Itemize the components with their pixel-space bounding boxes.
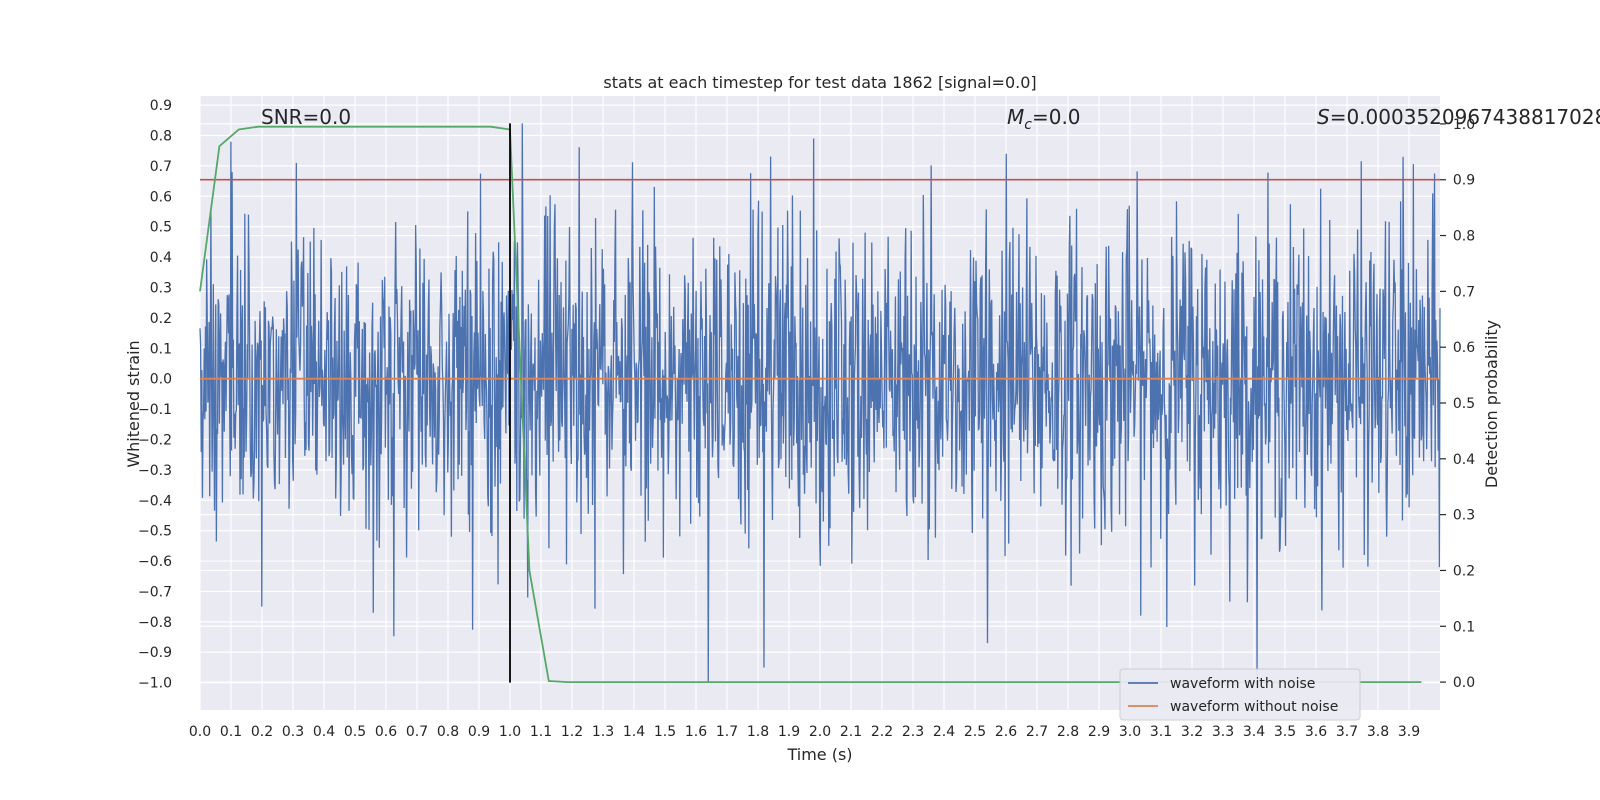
x-axis-label: Time (s) [786, 745, 852, 764]
x-tick-label-38: 3.8 [1367, 724, 1389, 740]
y2-tick-label-10: 0.0 [1453, 675, 1475, 691]
legend-label-clean: waveform without noise [1170, 699, 1338, 715]
x-tick-label-8: 0.8 [437, 724, 459, 740]
x-tick-label-28: 2.8 [1057, 724, 1079, 740]
x-tick-label-0: 0.0 [189, 724, 211, 740]
annotation-mc-subscript: c [1024, 117, 1032, 133]
y2-tick-label-5: 0.5 [1453, 396, 1475, 412]
y-tick-label-6: 0.3 [150, 280, 172, 296]
x-tick-label-9: 0.9 [468, 724, 490, 740]
y2-tick-label-8: 0.2 [1453, 563, 1475, 579]
x-tick-label-29: 2.9 [1088, 724, 1110, 740]
x-tick-label-23: 2.3 [902, 724, 924, 740]
y-tick-label-7: 0.2 [150, 311, 172, 327]
y-tick-label-13: −0.4 [138, 493, 172, 509]
y2-tick-label-2: 0.8 [1453, 229, 1475, 245]
x-tick-label-6: 0.6 [375, 724, 397, 740]
y-tick-label-2: 0.7 [150, 159, 172, 175]
x-tick-label-3: 0.3 [282, 724, 304, 740]
legend-box [1119, 668, 1361, 721]
y-tick-label-3: 0.6 [150, 189, 172, 205]
x-tick-label-27: 2.7 [1026, 724, 1048, 740]
x-tick-label-20: 2.0 [809, 724, 831, 740]
x-tick-label-34: 3.4 [1243, 724, 1265, 740]
y-tick-label-10: −0.1 [138, 402, 172, 418]
y-tick-label-16: −0.7 [138, 584, 172, 600]
y2-axis-label: Detection probability [1482, 320, 1501, 488]
chart-title: stats at each timestep for test data 186… [603, 73, 1036, 92]
annotation-s-symbol: S [1317, 105, 1330, 129]
x-tick-label-31: 3.1 [1150, 724, 1172, 740]
y-tick-label-19: −1.0 [138, 676, 172, 692]
x-ticks: 0.0 0.1 0.2 0.3 0.4 0.5 0.6 0.7 0.8 0.9 1.0 1.1 1.2 1… [189, 724, 1420, 740]
x-tick-label-2: 0.2 [251, 724, 273, 740]
noise-waveform-line [199, 123, 1441, 683]
y-tick-label-17: −0.8 [138, 615, 172, 631]
y-ticks: 0.9 0.8 0.7 0.6 0.5 0.4 0.3 0.2 0.1 0.0 −0.1 −0.2 −0… [138, 98, 172, 692]
y-tick-label-11: −0.2 [138, 432, 172, 448]
x-tick-label-32: 3.2 [1181, 724, 1203, 740]
annotation-mc-symbol: M [1007, 105, 1024, 129]
y-tick-label-5: 0.4 [150, 250, 172, 266]
x-tick-label-4: 0.4 [313, 724, 335, 740]
x-tick-label-12: 1.2 [561, 724, 583, 740]
y2-tick-label-0: 1.0 [1453, 117, 1475, 133]
y2-tick-label-9: 0.1 [1453, 619, 1475, 635]
x-tick-label-10: 1.0 [499, 724, 521, 740]
x-tick-label-18: 1.8 [747, 724, 769, 740]
legend: waveform with noise waveform without noi… [1119, 668, 1361, 721]
x-tick-label-7: 0.7 [406, 724, 428, 740]
y-tick-label-12: −0.3 [138, 463, 172, 479]
x-tick-label-22: 2.2 [871, 724, 893, 740]
probability-line [199, 125, 1422, 683]
y-tick-label-14: −0.5 [138, 524, 172, 540]
y2-tick-label-4: 0.6 [1453, 340, 1475, 356]
x-tick-label-15: 1.5 [654, 724, 676, 740]
annotation-mc: Mc=0.0 [1007, 105, 1081, 133]
y-tick-label-0: 0.9 [150, 98, 172, 114]
x-tick-label-37: 3.7 [1336, 724, 1358, 740]
x-tick-label-36: 3.6 [1305, 724, 1327, 740]
x-tick-label-16: 1.6 [685, 724, 707, 740]
legend-label-noise: waveform with noise [1170, 676, 1315, 692]
x-tick-label-14: 1.4 [623, 724, 645, 740]
annotation-s-value: =0.0003520967438817028 [1330, 105, 1600, 129]
x-tick-label-1: 0.1 [220, 724, 242, 740]
x-tick-label-19: 1.9 [778, 724, 800, 740]
y-tick-label-18: −0.9 [138, 645, 172, 661]
y-tick-label-4: 0.5 [150, 220, 172, 236]
annotation-mc-value: =0.0 [1032, 105, 1081, 129]
x-tick-label-17: 1.7 [716, 724, 738, 740]
series-noise [199, 123, 1441, 683]
y2-tick-label-1: 0.9 [1453, 173, 1475, 189]
x-tick-label-21: 2.1 [840, 724, 862, 740]
x-tick-label-25: 2.5 [964, 724, 986, 740]
y2-tick-label-3: 0.7 [1453, 284, 1475, 300]
x-tick-label-24: 2.4 [933, 724, 955, 740]
y2-ticks: 1.0 0.9 0.8 0.7 0.6 0.5 0.4 0.3 0.2 0.1 0.0 [1440, 117, 1475, 691]
x-tick-label-39: 3.9 [1398, 724, 1420, 740]
y-axis-label: Whitened strain [124, 340, 143, 467]
x-tick-label-11: 1.1 [530, 724, 552, 740]
x-tick-label-30: 3.0 [1119, 724, 1141, 740]
annotation-snr: SNR=0.0 [261, 105, 351, 129]
x-tick-label-33: 3.3 [1212, 724, 1234, 740]
y-tick-label-8: 0.1 [150, 341, 172, 357]
x-tick-label-35: 3.5 [1274, 724, 1296, 740]
x-tick-label-26: 2.6 [995, 724, 1017, 740]
series-probability [199, 125, 1422, 683]
annotation-s: S=0.0003520967438817028 [1317, 105, 1600, 129]
x-tick-label-13: 1.3 [592, 724, 614, 740]
y-tick-label-9: 0.0 [150, 372, 172, 388]
x-tick-label-5: 0.5 [344, 724, 366, 740]
y-tick-label-15: −0.6 [138, 554, 172, 570]
y2-tick-label-6: 0.4 [1453, 452, 1475, 468]
y2-tick-label-7: 0.3 [1453, 508, 1475, 524]
y-tick-label-1: 0.8 [150, 129, 172, 145]
